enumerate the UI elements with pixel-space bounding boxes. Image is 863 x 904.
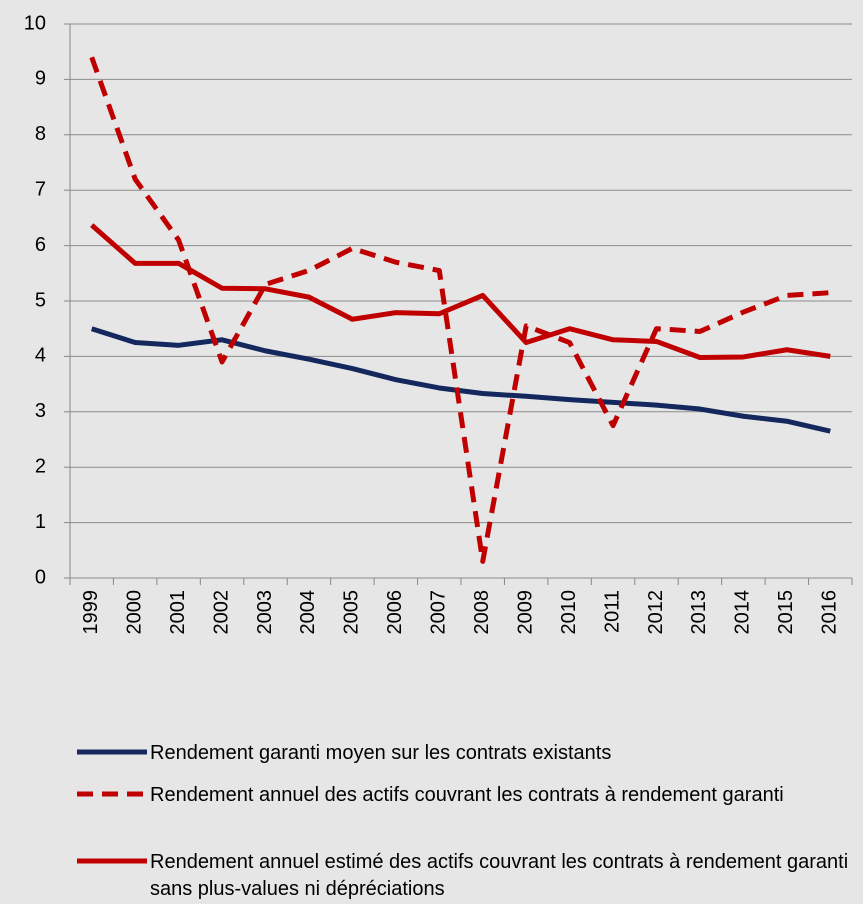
x-tick-label: 2013 xyxy=(688,590,710,635)
y-tick-label: 1 xyxy=(35,511,46,533)
legend-label: Rendement garanti moyen sur les contrats… xyxy=(150,742,612,764)
y-tick-label: 5 xyxy=(35,289,46,311)
legend-swatch xyxy=(77,791,147,797)
y-tick-label: 4 xyxy=(35,345,46,367)
series-line xyxy=(89,56,831,564)
x-tick-label: 2012 xyxy=(645,590,667,635)
x-tick-label: 2011 xyxy=(601,590,623,633)
x-tick-label: 2008 xyxy=(471,590,493,635)
x-tick-label: 2006 xyxy=(384,590,406,635)
legend-swatch xyxy=(77,749,147,755)
y-tick-label: 2 xyxy=(35,455,46,477)
x-tick-label: 2003 xyxy=(254,590,276,635)
x-tick-label: 2010 xyxy=(558,590,580,635)
x-tick-label: 2016 xyxy=(819,590,841,635)
x-tick-label: 2009 xyxy=(514,590,536,635)
y-tick-label: 0 xyxy=(35,566,46,588)
legend-swatch xyxy=(77,858,147,864)
y-tick-label: 9 xyxy=(35,68,46,90)
x-tick-label: 2014 xyxy=(732,590,754,635)
x-tick-label: 2002 xyxy=(210,590,232,635)
legend-item: Rendement annuel estimé des actifs couvr… xyxy=(75,849,860,903)
series-line xyxy=(90,223,831,361)
x-tick-label: 2007 xyxy=(428,590,450,635)
y-tick-label: 10 xyxy=(24,12,46,34)
y-tick-label: 7 xyxy=(35,178,46,200)
legend-label: Rendement annuel des actifs couvrant les… xyxy=(150,784,784,806)
x-tick-label: 2000 xyxy=(123,590,145,635)
x-tick-label: 1999 xyxy=(80,590,102,635)
x-tick-label: 2015 xyxy=(775,590,797,635)
chart: 0 1 2 3 4 5 6 7 8 9 10 1999 2000 2001 2002 2003 2004 2005… xyxy=(24,12,853,635)
x-tick-label: 2005 xyxy=(341,590,363,635)
y-tick-label: 6 xyxy=(35,234,46,256)
x-tick-label: 2004 xyxy=(297,590,319,635)
y-tick-label: 3 xyxy=(35,400,46,422)
legend-label: Rendement annuel estimé des actifs couvr… xyxy=(150,851,849,900)
legend-item: Rendement garanti moyen sur les contrats… xyxy=(75,740,860,767)
y-tick-label: 8 xyxy=(35,123,46,145)
x-tick-label: 2001 xyxy=(167,590,189,635)
legend-item: Rendement annuel des actifs couvrant les… xyxy=(75,782,860,809)
